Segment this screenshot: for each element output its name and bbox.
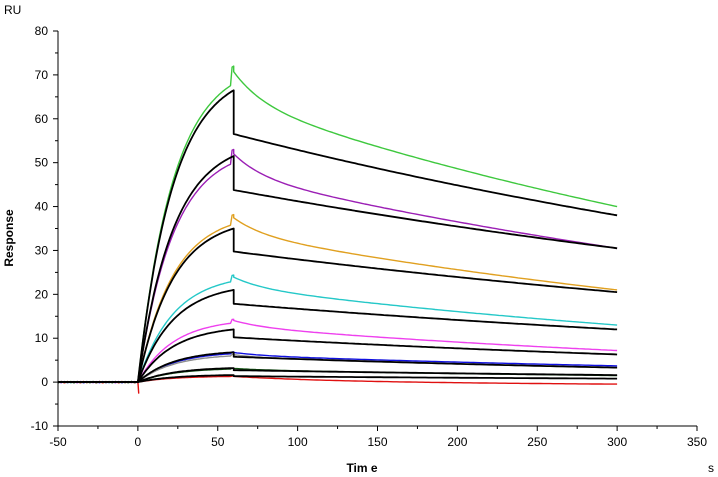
y-tick-label: -10 bbox=[31, 419, 49, 433]
y-tick-label: 20 bbox=[35, 287, 49, 301]
fit-curve-7 bbox=[58, 367, 618, 383]
x-tick-label: 0 bbox=[135, 435, 142, 449]
y-tick-label: 0 bbox=[41, 375, 48, 389]
fit-curve-2 bbox=[58, 155, 618, 383]
x-tick-label: 300 bbox=[607, 435, 627, 449]
x-tick-label: 50 bbox=[211, 435, 225, 449]
x-unit-label: s bbox=[708, 461, 714, 475]
y-tick-label: 50 bbox=[35, 156, 49, 170]
fit-curve-8 bbox=[58, 374, 618, 383]
y-axis-title: Response bbox=[2, 209, 16, 267]
fit-curve-4 bbox=[58, 289, 618, 383]
x-axis-title: Tim e bbox=[346, 461, 377, 475]
x-tick-label: 350 bbox=[687, 435, 707, 449]
x-tick-label: -50 bbox=[49, 435, 67, 449]
x-tick-label: 200 bbox=[447, 435, 467, 449]
sensorgram-series-5 bbox=[57, 318, 618, 384]
x-tick-label: 100 bbox=[288, 435, 308, 449]
fit-curve-3 bbox=[58, 227, 618, 383]
y-tick-label: 70 bbox=[35, 68, 49, 82]
y-tick-label: 80 bbox=[35, 24, 49, 38]
y-tick-label: 60 bbox=[35, 112, 49, 126]
x-tick-label: 250 bbox=[527, 435, 547, 449]
sensorgram-series-4 bbox=[57, 274, 618, 384]
y-tick-label: 10 bbox=[35, 331, 49, 345]
sensorgram-series-1 bbox=[57, 65, 618, 384]
fit-curve-5 bbox=[58, 328, 618, 383]
x-tick-label: 150 bbox=[367, 435, 387, 449]
fit-curve-6 bbox=[58, 351, 618, 383]
x-ticks: -50 0 50 100 150 200 250 300 350 bbox=[49, 426, 707, 449]
y-tick-label: 40 bbox=[35, 200, 49, 214]
y-unit-label: RU bbox=[4, 3, 21, 17]
y-tick-label: 30 bbox=[35, 243, 49, 257]
y-ticks: -10 0 10 20 30 40 50 60 70 80 bbox=[31, 24, 58, 433]
fit-curve-1 bbox=[58, 89, 618, 383]
curves-layer bbox=[57, 65, 618, 394]
